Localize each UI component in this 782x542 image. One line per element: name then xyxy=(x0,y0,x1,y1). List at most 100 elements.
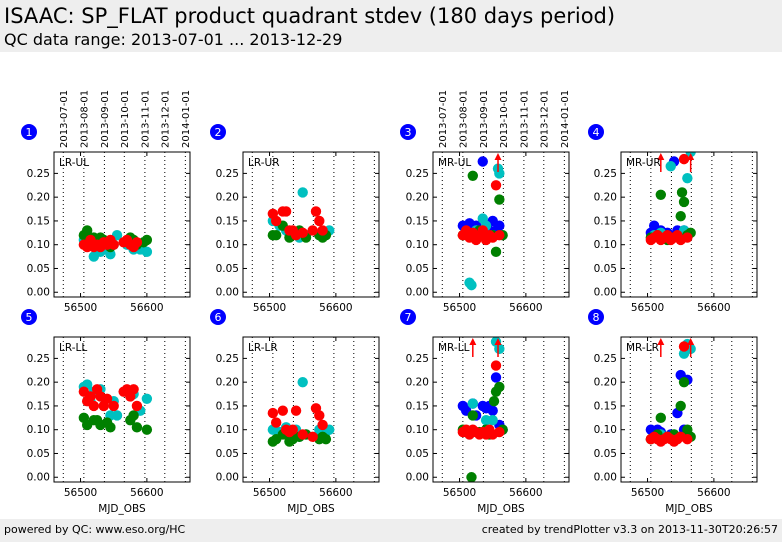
chart-panel-1: 0.00 0.05 0.10 0.15 0.20 0.25 56500 56600 LR-UL 1… xyxy=(21,90,192,314)
data-point-green xyxy=(675,400,686,412)
date-tick-label: 2014-01-01 xyxy=(560,90,571,148)
data-point-cyan xyxy=(487,414,498,426)
data-point-green xyxy=(494,381,505,393)
axes-frame xyxy=(242,151,380,298)
data-point-red xyxy=(490,180,502,191)
month-gridlines xyxy=(62,152,186,297)
y-tick-label: 0.05 xyxy=(216,263,239,275)
y-tick-label: 0.15 xyxy=(27,215,50,227)
x-tick-label: 56600 xyxy=(697,302,730,314)
data-points xyxy=(267,376,335,447)
footer-bar: powered by QC: www.eso.org/HC created by… xyxy=(0,519,782,542)
data-point-red xyxy=(131,400,143,412)
x-tick-label: 56600 xyxy=(319,302,352,314)
chart-panel-5: 0.00 0.05 0.10 0.15 0.20 0.25 56500 56600 LR-LL 5… xyxy=(21,309,191,515)
data-point-green xyxy=(270,229,282,241)
chart-panel-6: 0.00 0.05 0.10 0.15 0.20 0.25 56500 56600 LR-LR 6… xyxy=(210,309,380,515)
data-point-red xyxy=(101,393,113,405)
y-tick-label: 0.15 xyxy=(216,400,239,412)
date-tick-label: 2014-01-01 xyxy=(181,90,192,148)
date-tick-label: 2013-12-01 xyxy=(160,90,171,148)
data-point-green xyxy=(678,196,690,208)
y-tick-label: 0.15 xyxy=(216,215,239,227)
x-tick-label: 56600 xyxy=(130,487,163,499)
x-axis-label: MJD_OBS xyxy=(98,503,146,515)
quadrant-label: LR-LR xyxy=(248,342,278,354)
y-tick-label: 0.10 xyxy=(594,239,617,251)
data-point-red xyxy=(277,405,289,416)
x-tick-label: 56500 xyxy=(64,487,97,499)
data-point-red xyxy=(290,405,302,416)
data-point-green xyxy=(488,395,500,407)
data-point-red xyxy=(307,431,318,443)
data-point-cyan xyxy=(467,398,479,409)
y-tick-label: 0.10 xyxy=(406,424,429,436)
data-point-cyan xyxy=(466,279,477,291)
y-tick-label: 0.00 xyxy=(27,287,50,299)
y-tick-label: 0.10 xyxy=(406,239,429,251)
panel-badge xyxy=(210,124,226,140)
x-tick-label: 56500 xyxy=(443,302,476,314)
quadrant-label: MR-LL xyxy=(438,342,470,354)
y-tick-label: 0.00 xyxy=(216,287,239,299)
x-tick-label: 56500 xyxy=(253,487,286,499)
quadrant-label: LR-UL xyxy=(59,157,89,169)
axes-frame xyxy=(432,336,570,483)
y-tick-label: 0.20 xyxy=(406,377,429,389)
y-tick-label: 0.05 xyxy=(406,263,429,275)
panel-badge xyxy=(400,309,416,325)
y-tick-label: 0.25 xyxy=(27,168,50,180)
data-point-red xyxy=(494,229,505,241)
quadrant-label: MR-LR xyxy=(626,342,659,354)
axes-frame xyxy=(432,151,570,298)
data-point-cyan xyxy=(665,161,676,172)
x-tick-label: 56600 xyxy=(130,302,163,314)
y-tick-label: 0.15 xyxy=(594,400,617,412)
data-point-green xyxy=(141,424,153,435)
chart-panel-3: 0.00 0.05 0.10 0.15 0.20 0.25 56500 56600 MR-UL 3… xyxy=(400,90,571,314)
data-point-cyan xyxy=(105,249,116,260)
data-point-green xyxy=(494,194,505,205)
y-tick-label: 0.20 xyxy=(406,192,429,204)
y-tick-label: 0.15 xyxy=(406,400,429,412)
page-subtitle: QC data range: 2013-07-01 ... 2013-12-29 xyxy=(4,30,343,49)
date-tick-label: 2013-11-01 xyxy=(519,90,530,148)
date-tick-label: 2013-09-01 xyxy=(100,90,111,148)
data-point-red xyxy=(270,417,282,428)
data-point-green xyxy=(466,472,477,482)
x-axis-label: MJD_OBS xyxy=(665,503,713,515)
data-point-red xyxy=(307,225,318,236)
chart-panel-7: 0.00 0.05 0.10 0.15 0.20 0.25 56500 56600 MR-LL 7… xyxy=(400,309,570,515)
data-point-cyan xyxy=(297,187,308,198)
data-point-blue xyxy=(494,220,505,231)
data-point-red xyxy=(678,341,690,352)
data-point-red xyxy=(317,419,328,431)
x-tick-label: 56500 xyxy=(253,302,286,314)
data-point-green xyxy=(676,187,688,198)
footer-generator: created by trendPlotter v3.3 on 2013-11-… xyxy=(481,523,778,536)
quadrant-label: LR-LL xyxy=(59,342,87,354)
y-tick-label: 0.20 xyxy=(594,192,617,204)
data-point-green xyxy=(490,246,502,258)
panel-badge xyxy=(400,124,416,140)
data-points xyxy=(267,187,335,243)
axes-frame xyxy=(620,336,758,483)
data-point-cyan xyxy=(111,410,123,421)
data-point-cyan xyxy=(141,246,153,258)
y-tick-label: 0.10 xyxy=(27,239,50,251)
y-tick-label: 0.25 xyxy=(216,168,239,180)
data-point-red xyxy=(270,215,282,227)
chart-panel-4: 0.00 0.05 0.10 0.15 0.20 0.25 56500 56600 MR-UR 4 xyxy=(588,124,758,314)
panel-number: 2 xyxy=(215,126,222,139)
panel-badge xyxy=(588,309,604,325)
data-point-red xyxy=(682,434,693,445)
y-tick-label: 0.10 xyxy=(216,424,239,436)
date-tick-label: 2013-07-01 xyxy=(438,90,449,148)
panel-number: 8 xyxy=(593,311,600,324)
quadrant-label: MR-UL xyxy=(438,157,471,169)
y-tick-label: 0.20 xyxy=(594,377,617,389)
y-tick-label: 0.00 xyxy=(406,472,429,484)
y-tick-label: 0.00 xyxy=(216,472,239,484)
x-tick-label: 56500 xyxy=(631,487,664,499)
